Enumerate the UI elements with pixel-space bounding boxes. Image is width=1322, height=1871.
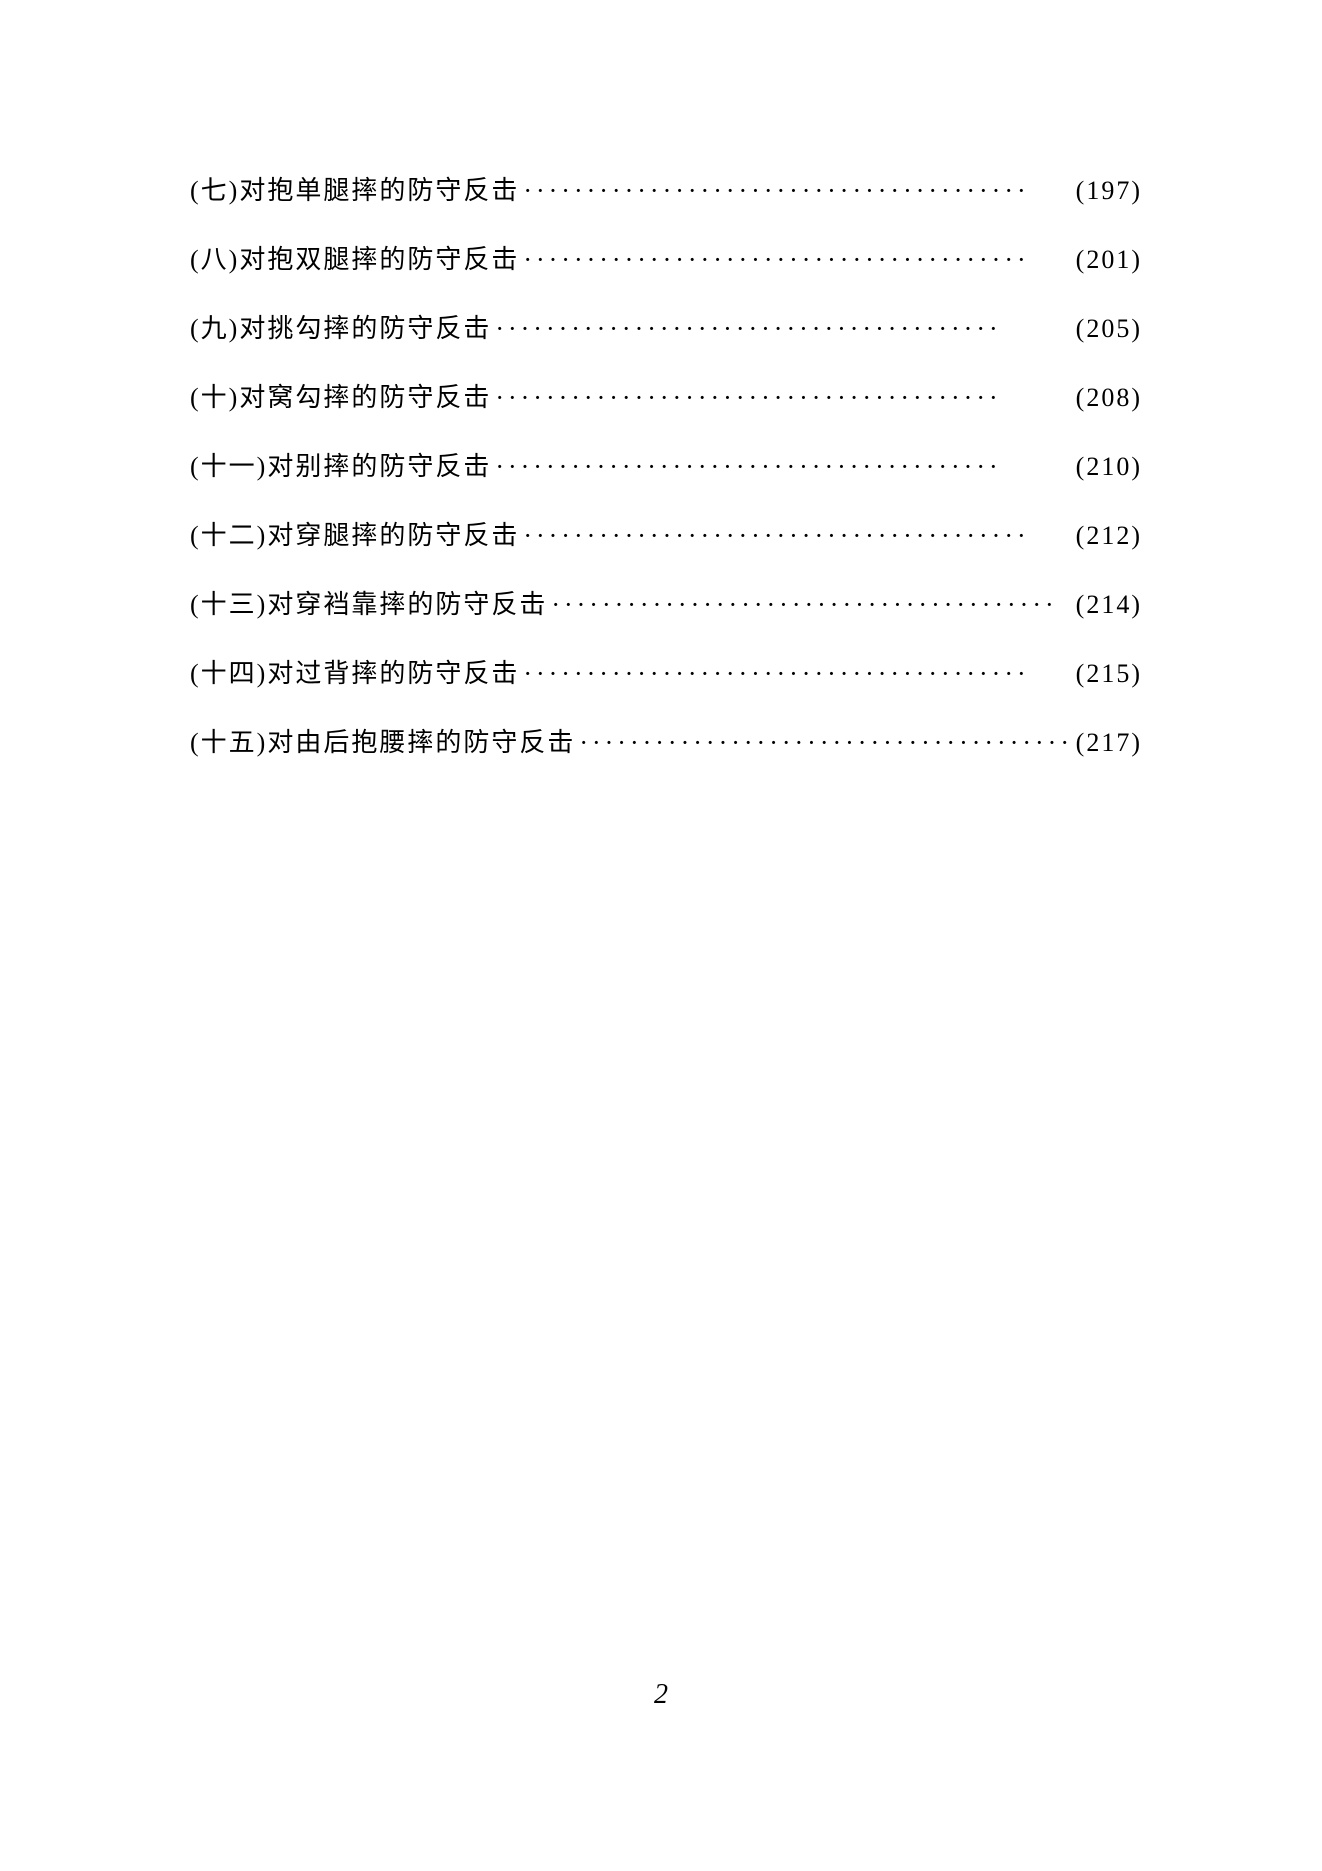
toc-entry: (十四)对过背摔的防守反击 ··························… bbox=[190, 653, 1142, 690]
toc-dot-leader: ········································ bbox=[519, 245, 1067, 275]
toc-entry-label: (十五)对由后抱腰摔的防守反击 bbox=[190, 722, 575, 759]
toc-dot-leader: ········································ bbox=[547, 590, 1067, 620]
table-of-contents: (七)对抱单腿摔的防守反击 ··························… bbox=[190, 170, 1142, 759]
toc-entry-label: (九)对挑勾摔的防守反击 bbox=[190, 308, 491, 345]
toc-entry-page: (214) bbox=[1068, 590, 1142, 620]
toc-entry: (十)对窝勾摔的防守反击 ···························… bbox=[190, 377, 1142, 414]
toc-entry: (十五)对由后抱腰摔的防守反击 ························… bbox=[190, 722, 1142, 759]
toc-entry-page: (215) bbox=[1068, 659, 1142, 689]
toc-dot-leader: ········································ bbox=[491, 314, 1067, 344]
page-number: 2 bbox=[0, 1679, 1322, 1711]
toc-dot-leader: ········································ bbox=[519, 521, 1067, 551]
toc-entry-label: (八)对抱双腿摔的防守反击 bbox=[190, 239, 519, 276]
toc-entry: (十一)对别摔的防守反击 ···························… bbox=[190, 446, 1142, 483]
toc-entry-page: (210) bbox=[1068, 452, 1142, 482]
toc-entry: (十二)对穿腿摔的防守反击 ··························… bbox=[190, 515, 1142, 552]
toc-entry-page: (205) bbox=[1068, 314, 1142, 344]
toc-dot-leader: ········································ bbox=[491, 383, 1067, 413]
toc-entry-label: (十三)对穿裆靠摔的防守反击 bbox=[190, 584, 547, 621]
toc-entry: (九)对挑勾摔的防守反击 ···························… bbox=[190, 308, 1142, 345]
toc-entry-label: (十)对窝勾摔的防守反击 bbox=[190, 377, 491, 414]
toc-dot-leader: ········································ bbox=[575, 728, 1067, 758]
toc-entry-page: (208) bbox=[1068, 383, 1142, 413]
toc-dot-leader: ········································ bbox=[519, 659, 1067, 689]
toc-entry: (八)对抱双腿摔的防守反击 ··························… bbox=[190, 239, 1142, 276]
toc-entry-page: (197) bbox=[1068, 176, 1142, 206]
toc-entry-label: (七)对抱单腿摔的防守反击 bbox=[190, 170, 519, 207]
toc-entry-page: (212) bbox=[1068, 521, 1142, 551]
toc-entry-page: (217) bbox=[1068, 728, 1142, 758]
document-page: (七)对抱单腿摔的防守反击 ··························… bbox=[0, 0, 1322, 1871]
toc-entry-label: (十四)对过背摔的防守反击 bbox=[190, 653, 519, 690]
toc-entry-label: (十一)对别摔的防守反击 bbox=[190, 446, 491, 483]
toc-dot-leader: ········································ bbox=[519, 176, 1067, 206]
toc-entry-page: (201) bbox=[1068, 245, 1142, 275]
toc-entry: (七)对抱单腿摔的防守反击 ··························… bbox=[190, 170, 1142, 207]
toc-entry: (十三)对穿裆靠摔的防守反击 ·························… bbox=[190, 584, 1142, 621]
toc-dot-leader: ········································ bbox=[491, 452, 1067, 482]
toc-entry-label: (十二)对穿腿摔的防守反击 bbox=[190, 515, 519, 552]
